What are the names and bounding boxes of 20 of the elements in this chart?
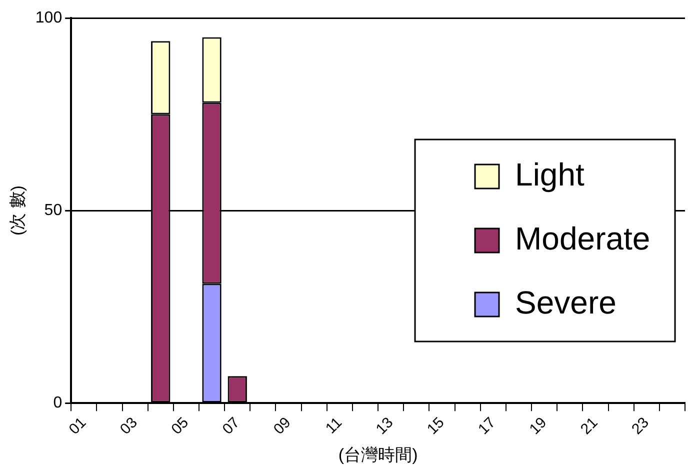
x-tick-label: 21 <box>577 414 602 438</box>
x-tick-label: 17 <box>475 414 499 438</box>
x-tick-label: 07 <box>219 414 244 438</box>
y-tick-label: 50 <box>44 202 62 219</box>
x-tick-label: 09 <box>270 414 294 438</box>
x-axis-title: (台灣時間) <box>338 445 418 464</box>
y-tick-label: 100 <box>35 9 62 26</box>
legend-label: Light <box>515 156 585 192</box>
y-tick-label: 0 <box>53 394 62 412</box>
x-tick-label: 03 <box>116 414 141 438</box>
x-tick-label: 15 <box>424 414 448 438</box>
x-tick-label: 13 <box>372 414 397 438</box>
x-tick-label: 01 <box>66 414 90 438</box>
x-tick-label: 23 <box>628 414 652 438</box>
legend-label: Severe <box>515 284 616 320</box>
x-tick-label: 19 <box>526 414 550 438</box>
legend-label: Moderate <box>515 220 650 256</box>
x-tick-label: 05 <box>168 414 192 438</box>
x-tick-label: 11 <box>322 414 346 438</box>
y-axis-title: (次 數) <box>8 186 27 236</box>
